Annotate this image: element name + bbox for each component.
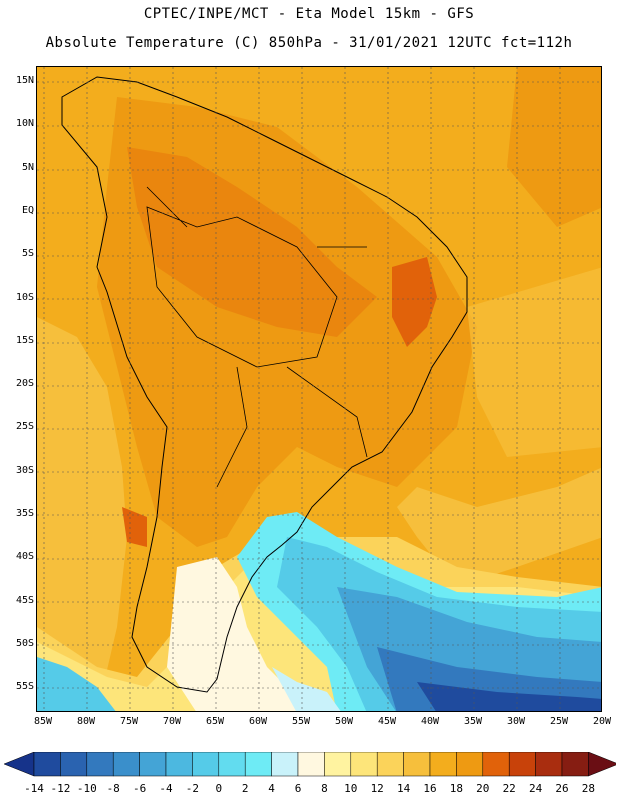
colorbar-swatch [86, 752, 114, 777]
field-18-20 [97, 97, 477, 547]
colorbar-swatch [403, 752, 431, 777]
colorbar-label: 0 [215, 782, 223, 795]
latitude-label: EQ [21, 204, 34, 216]
colorbar-swatch [244, 752, 272, 777]
latitude-label: 45S [15, 594, 34, 606]
field-ne-ocean [507, 67, 601, 227]
longitude-label: 30W [506, 716, 526, 727]
colorbar-label: 6 [294, 782, 302, 795]
colorbar-label: 16 [423, 782, 437, 795]
colorbar-label: -6 [132, 782, 147, 795]
longitude-label: 85W [33, 716, 53, 727]
longitude-label: 70W [162, 716, 182, 727]
longitude-label: 20W [592, 716, 612, 727]
longitude-label: 35W [463, 716, 483, 727]
colorbar-label: 26 [555, 782, 569, 795]
colorbar-swatch [535, 752, 563, 777]
field-n10-n8 [417, 682, 601, 711]
colorbar-label: -14 [24, 782, 44, 795]
field-20-22-arg [122, 507, 147, 547]
temperature-map [36, 66, 602, 712]
map-canvas [37, 67, 601, 711]
field-cold-sw [37, 657, 116, 711]
colorbar-arrow-high [588, 752, 616, 777]
field-2-4 [272, 667, 341, 711]
latitude-label: 25S [15, 421, 34, 433]
latitude-label: 30S [15, 464, 34, 476]
latitude-label: 35S [15, 508, 34, 519]
latitude-label: 10S [15, 291, 34, 303]
latitude-label: 20S [15, 378, 34, 390]
colorbar-swatch [376, 752, 404, 777]
colorbar-label: 10 [344, 782, 358, 795]
field-14-16-east [397, 467, 601, 587]
coastline [61, 76, 468, 693]
latitude-label: 5N [21, 161, 34, 173]
colorbar-label: 4 [268, 782, 275, 795]
field-20-22-ne [392, 257, 437, 347]
colorbar-label: 22 [502, 782, 516, 795]
colorbar-swatch [165, 752, 193, 777]
colorbar-swatch [561, 752, 589, 777]
longitude-label: 45W [377, 716, 397, 727]
colorbar-label: 14 [396, 782, 411, 795]
colorbar-swatch [297, 752, 325, 777]
temperature-colorbar [4, 752, 616, 777]
field-atlantic-light [467, 267, 601, 457]
colorbar-swatch [429, 752, 457, 777]
colorbar-label: 12 [370, 782, 384, 795]
latitude-label: 15S [15, 334, 34, 346]
colorbar-arrow-low [4, 752, 35, 777]
longitude-label: 60W [248, 716, 268, 727]
latitude-label: 15N [15, 75, 34, 86]
colorbar-label: 18 [449, 782, 464, 795]
longitude-label: 55W [291, 716, 311, 727]
colorbar-label: 24 [528, 782, 543, 795]
title-line-1: CPTEC/INPE/MCT - Eta Model 15km - GFS [143, 6, 475, 22]
colorbar-swatch [139, 752, 167, 777]
colorbar-label: 8 [321, 782, 328, 795]
colorbar-label: -4 [159, 782, 173, 795]
longitude-label: 75W [119, 716, 139, 727]
latitude-label: 50S [15, 637, 34, 649]
colorbar-label: -10 [76, 782, 97, 795]
colorbar-label: -2 [185, 782, 200, 795]
latitude-label: 5S [21, 248, 34, 260]
colorbar-label: -12 [50, 782, 71, 795]
colorbar-label: 20 [476, 782, 490, 795]
colorbar-swatch [508, 752, 536, 777]
title-line-2: Absolute Temperature (C) 850hPa - 31/01/… [45, 35, 573, 51]
colorbar-swatch [271, 752, 299, 777]
longitude-label: 50W [334, 716, 354, 727]
field-6-8 [167, 557, 335, 711]
colorbar-swatch [192, 752, 220, 777]
latitude-label: 55S [15, 681, 34, 693]
longitude-label: 40W [420, 716, 440, 727]
colorbar-swatch [33, 752, 61, 777]
colorbar-label: 28 [581, 782, 596, 795]
colorbar-swatch [112, 752, 140, 777]
colorbar-swatch [482, 752, 510, 777]
longitude-label: 80W [76, 716, 96, 727]
colorbar-swatch [324, 752, 352, 777]
longitude-label: 25W [549, 716, 569, 727]
colorbar-swatch [218, 752, 246, 777]
longitude-label: 65W [205, 716, 225, 727]
colorbar-label: -8 [106, 782, 120, 795]
colorbar-swatch [350, 752, 378, 777]
colorbar-swatch [60, 752, 88, 777]
colorbar-swatch [456, 752, 484, 777]
grid [37, 67, 601, 711]
borders [146, 186, 368, 488]
latitude-label: 10N [15, 118, 34, 130]
field-14-16-west [37, 317, 127, 711]
latitude-label: 40S [15, 551, 34, 563]
field-hot-north [127, 147, 377, 337]
colorbar-label: 2 [241, 782, 249, 795]
